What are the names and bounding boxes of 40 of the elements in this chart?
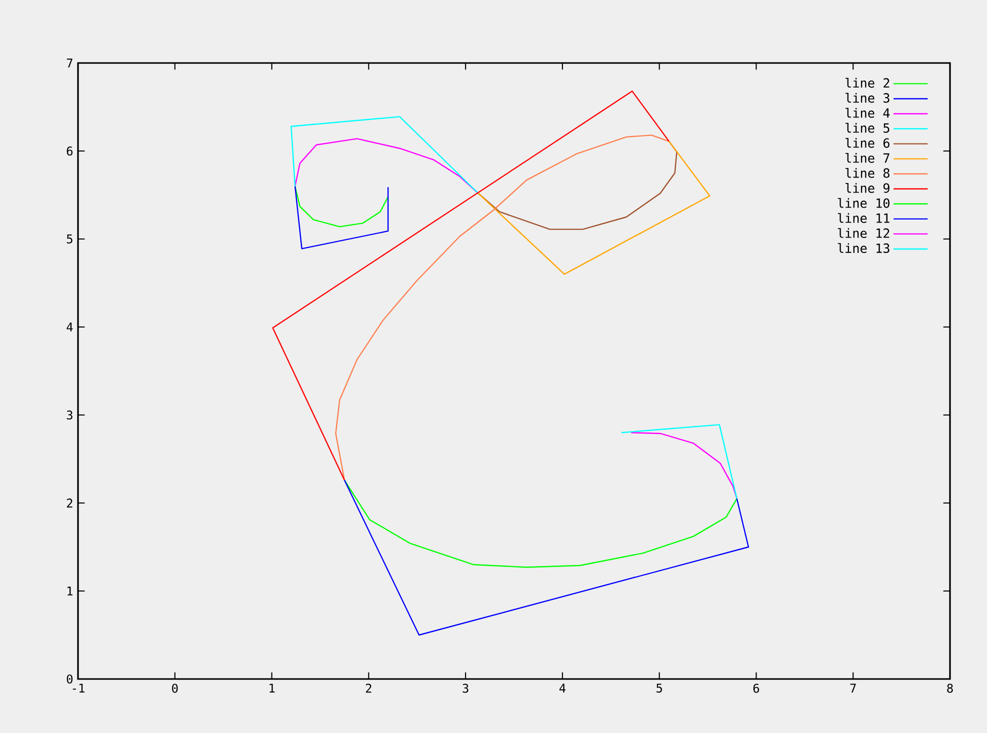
- legend-label: line 8: [846, 168, 890, 178]
- line-series: [344, 480, 738, 568]
- line-series: [294, 186, 389, 250]
- legend-label: line 2: [846, 78, 890, 88]
- legend-label: line 10: [838, 198, 890, 208]
- x-tick-label: 0: [172, 684, 178, 693]
- x-tick-label: 2: [366, 684, 372, 693]
- legend-label: line 13: [838, 243, 890, 254]
- legend-label: line 3: [846, 92, 890, 103]
- x-tick-label: 7: [850, 684, 856, 692]
- y-tick-label: 5: [66, 234, 72, 244]
- y-tick-label: 6: [66, 146, 73, 156]
- line-series: [294, 186, 389, 228]
- y-tick-label: 3: [66, 410, 72, 420]
- legend-label: line 7: [846, 152, 890, 163]
- x-tick-label: 5: [656, 684, 662, 693]
- line-series: [335, 134, 670, 481]
- legend-label: line 6: [846, 138, 890, 148]
- y-tick-label: 4: [66, 322, 73, 332]
- legend-label: line 9: [846, 183, 890, 193]
- line-series: [478, 140, 710, 275]
- line-series: [290, 116, 479, 194]
- x-tick-label: 4: [559, 684, 566, 692]
- y-tick-label: 2: [66, 498, 72, 508]
- line-series: [272, 90, 670, 481]
- x-tick-label: 6: [753, 684, 760, 693]
- x-tick-label: 8: [947, 684, 953, 693]
- x-tick-label: -1: [72, 684, 84, 692]
- x-tick-label: 3: [462, 684, 468, 693]
- x-tick-label: 1: [270, 684, 275, 692]
- legend-label: line 5: [846, 122, 890, 133]
- line-series: [344, 480, 750, 636]
- y-tick-label: 7: [66, 58, 72, 68]
- line-series: [294, 138, 479, 194]
- legend-label: line 11: [838, 213, 890, 223]
- line-series: [630, 432, 738, 500]
- y-tick-label: 0: [66, 674, 73, 684]
- legend-label: line 12: [838, 228, 890, 238]
- legend-label: line 4: [846, 108, 890, 118]
- y-tick-label: 1: [68, 586, 72, 596]
